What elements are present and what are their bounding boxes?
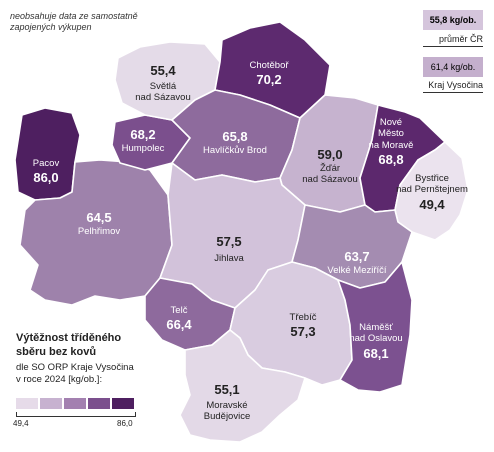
region-value: 68,1 (363, 345, 389, 361)
region-name: Havlíčkův Brod (203, 144, 267, 156)
region-name: Velké Meziříčí (327, 264, 387, 276)
region-name: Jihlava (214, 252, 244, 264)
legend-subtitle: dle SO ORP Kraje Vysočina v roce 2024 [k… (16, 362, 134, 387)
region-name-line: na Moravě (368, 139, 414, 151)
legend-subtitle-line: dle SO ORP Kraje Vysočina (16, 362, 134, 373)
region-name-line: Moravské (206, 399, 248, 411)
legend-subtitle-line: v roce 2024 [kg/ob.]: (16, 374, 103, 386)
region-value: 55,4 (150, 63, 176, 78)
label-bystrice: Bystřice nad Pernštejnem 49,4 (396, 173, 468, 212)
region-name-line: nad Oslavou (349, 333, 403, 345)
label-namest: Náměšť nad Oslavou 68,1 (349, 322, 402, 361)
label-pacov: Pacov 86,0 (33, 158, 59, 186)
region-value: 55,1 (214, 382, 240, 397)
region-value: 59,0 (317, 147, 343, 162)
label-havlickuv-brod: 65,8 Havlíčkův Brod (203, 128, 267, 156)
region-name: Pacov (32, 158, 60, 169)
reference-kraj-value-text: 61,4 kg/ob. (430, 62, 476, 72)
region-value: 66,4 (166, 317, 192, 333)
label-velke-mezirici: 63,7 Velké Meziříčí (327, 248, 386, 276)
data-note: neobsahuje data ze samostatně zapojených… (10, 11, 138, 34)
legend-max: 86,0 (117, 419, 133, 428)
region-value: 68,8 (378, 152, 404, 168)
label-nove-mesto: Nové Město na Moravě 68,8 (369, 117, 414, 168)
region-name: Telč (170, 305, 188, 316)
legend-swatch (112, 398, 134, 409)
legend-title: Výtěžnost tříděného sběru bez kovů (16, 332, 121, 360)
region-name: Chotěboř (249, 60, 289, 71)
reference-kraj-caption: Kraj Vysočina (423, 80, 483, 93)
region-value: 70,2 (256, 72, 282, 88)
label-svetla: 55,4 Světlá nad Sázavou (135, 62, 190, 103)
data-note-line: zapojených výkupen (10, 22, 92, 33)
label-chotebor: Chotěboř 70,2 (249, 60, 288, 88)
label-trebic: Třebíč 57,3 (290, 312, 317, 340)
reference-cr-value-text: 55,8 kg/ob. (429, 15, 477, 25)
region-value: 65,8 (222, 129, 248, 144)
region-moravske-budejovice[interactable] (179, 329, 306, 443)
region-name-line: Budějovice (203, 410, 251, 422)
label-moravske-budejovice: 55,1 Moravské Budějovice (204, 381, 250, 422)
region-value: 57,5 (216, 234, 242, 249)
legend-color-ramp (16, 398, 134, 409)
region-name: Humpolec (121, 142, 165, 154)
region-value: 57,3 (290, 324, 316, 340)
legend-swatch (16, 398, 38, 409)
legend-title-line: Výtěžnost tříděného (16, 332, 122, 344)
label-humpolec: 68,2 Humpolec (122, 126, 165, 154)
region-name-line: nad Sázavou (302, 173, 358, 185)
legend-axis (16, 412, 136, 417)
region-name-line: nad Sázavou (135, 91, 191, 103)
reference-cr-caption: průměr ČR (423, 34, 483, 47)
legend-swatch (88, 398, 110, 409)
region-value: 64,5 (86, 210, 112, 225)
region-name-line: Město (378, 128, 404, 140)
reference-kraj-value: 61,4 kg/ob. (423, 57, 483, 77)
label-telc: Telč 66,4 (166, 305, 191, 333)
label-jihlava: 57,5 Jihlava (214, 233, 244, 264)
region-name-line: nad Pernštejnem (396, 184, 468, 196)
legend-min: 49,4 (13, 419, 29, 428)
label-zdar: 59,0 Žďár nad Sázavou (302, 146, 357, 185)
legend-title-line: sběru bez kovů (16, 345, 97, 358)
legend-swatch (64, 398, 86, 409)
region-name-line: Náměšť (359, 322, 393, 333)
region-pacov[interactable] (14, 107, 81, 201)
region-value: 63,7 (344, 249, 370, 264)
data-note-line: neobsahuje data ze samostatně (10, 11, 138, 21)
region-value: 68,2 (130, 127, 156, 142)
legend-swatch (40, 398, 62, 409)
region-value: 49,4 (419, 196, 445, 212)
label-pelhrimov: 64,5 Pelhřimov (78, 209, 120, 237)
region-value: 86,0 (33, 170, 59, 186)
region-name-line: Bystřice (415, 173, 449, 184)
region-name-line: Nové (379, 117, 403, 128)
region-name: Pelhřimov (77, 225, 121, 237)
region-name: Třebíč (289, 312, 317, 323)
region-name-line: Žďár (319, 162, 341, 174)
region-name-line: Světlá (149, 80, 177, 92)
reference-cr-value: 55,8 kg/ob. (423, 10, 483, 30)
region-namest[interactable] (337, 261, 413, 393)
